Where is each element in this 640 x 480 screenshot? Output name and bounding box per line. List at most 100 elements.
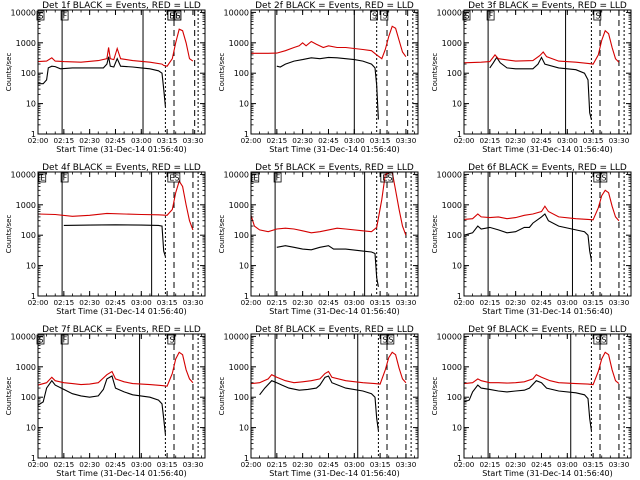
y-tick-label: 1000 [229, 363, 249, 372]
interval-marker: S [372, 12, 377, 21]
y-tick-label: 100 [447, 231, 462, 240]
y-tick-label: 100 [234, 231, 249, 240]
interval-marker-box [462, 10, 471, 21]
series-line-lld [251, 351, 407, 385]
x-axis-label: Start Time (31-Dec-14 01:56:40) [482, 307, 613, 316]
x-tick-label: 02:15 [479, 460, 500, 469]
interval-marker: E [40, 174, 45, 183]
x-tick-label: 02:15 [479, 136, 500, 145]
y-tick-label: 100 [234, 69, 249, 78]
interval-marker-box [593, 172, 602, 183]
series-line-lld [251, 172, 407, 236]
x-tick-label: 02:45 [531, 460, 552, 469]
x-tick-label: 02:15 [53, 298, 74, 307]
y-axis-label: Counts/sec [218, 53, 226, 92]
interval-marker: S [601, 336, 606, 345]
x-axis-label: Start Time (31-Dec-14 01:56:40) [482, 469, 613, 478]
x-tick-label: 03:00 [344, 460, 365, 469]
x-tick-label: 02:15 [479, 298, 500, 307]
x-tick-label: 02:30 [79, 460, 100, 469]
interval-marker: ES [382, 174, 392, 183]
y-tick-label: 100 [21, 393, 36, 402]
x-tick-label: 02:15 [53, 460, 74, 469]
x-tick-label: 02:00 [454, 298, 475, 307]
series-line-events [259, 375, 379, 431]
interval-marker: S [382, 12, 387, 21]
x-tick-label: 02:30 [292, 460, 313, 469]
x-tick-label: 02:00 [28, 136, 49, 145]
interval-marker: S [39, 12, 44, 21]
x-tick-label: 03:15 [583, 136, 604, 145]
y-tick-label: 10 [26, 100, 36, 109]
y-tick-label: 10000 [437, 170, 462, 179]
y-tick-label: 1000 [442, 201, 462, 210]
y-tick-label: 100 [21, 231, 36, 240]
y-tick-label: 1 [457, 292, 462, 301]
x-tick-label: 03:30 [183, 460, 204, 469]
y-tick-label: 100 [447, 69, 462, 78]
x-tick-label: 03:00 [557, 298, 578, 307]
y-tick-label: 1 [31, 454, 36, 463]
interval-marker: S [169, 12, 174, 21]
x-tick-label: 03:00 [557, 136, 578, 145]
interval-marker: F [489, 12, 494, 21]
interval-marker-box [60, 172, 69, 183]
x-tick-label: 02:00 [241, 460, 262, 469]
x-tick-label: 02:45 [318, 136, 339, 145]
x-tick-label: 02:45 [531, 298, 552, 307]
x-tick-label: 02:30 [505, 136, 526, 145]
interval-marker-box [380, 172, 394, 183]
x-tick-label: 02:15 [53, 136, 74, 145]
y-tick-label: 1 [31, 292, 36, 301]
x-tick-label: 03:30 [183, 298, 204, 307]
x-tick-label: 02:00 [241, 136, 262, 145]
y-tick-label: 10000 [11, 332, 36, 341]
interval-marker: S [595, 174, 600, 183]
chart-title: Det 4f BLACK = Events, RED = LLD [42, 163, 201, 173]
x-tick-label: 03:15 [157, 136, 178, 145]
interval-marker-box [380, 10, 389, 21]
plot-frame [463, 333, 632, 459]
interval-marker: S [595, 336, 600, 345]
y-axis-label: Counts/sec [431, 377, 439, 416]
x-tick-label: 02:30 [79, 136, 100, 145]
interval-marker-box [36, 334, 45, 345]
x-tick-label: 02:00 [28, 460, 49, 469]
interval-marker: S [169, 336, 174, 345]
x-tick-label: 03:15 [157, 460, 178, 469]
x-tick-label: 03:15 [583, 298, 604, 307]
y-tick-label: 10000 [224, 332, 249, 341]
x-tick-label: 02:00 [28, 298, 49, 307]
chart-title: Det 9f BLACK = Events, RED = LLD [468, 325, 627, 335]
series-line-events [464, 380, 592, 431]
plot-frame [250, 171, 419, 297]
y-tick-label: 1 [244, 130, 249, 139]
y-tick-label: 1 [457, 454, 462, 463]
y-tick-label: 10 [26, 424, 36, 433]
x-tick-label: 03:30 [609, 460, 630, 469]
x-tick-label: 03:30 [183, 136, 204, 145]
y-tick-label: 100 [21, 69, 36, 78]
y-axis-label: Counts/sec [5, 215, 13, 254]
series-line-events [464, 213, 592, 261]
interval-marker-box [599, 334, 608, 345]
x-axis-label: Start Time (31-Dec-14 01:56:40) [269, 307, 400, 316]
x-tick-label: 03:00 [131, 460, 152, 469]
x-tick-label: 03:30 [609, 136, 630, 145]
x-axis-label: Start Time (31-Dec-14 01:56:40) [269, 469, 400, 478]
interval-marker: S [39, 336, 44, 345]
plot-frame [463, 171, 632, 297]
interval-marker-box [599, 172, 608, 183]
x-tick-label: 02:30 [292, 136, 313, 145]
interval-marker-box [36, 10, 45, 21]
chart-title: Det 7f BLACK = Events, RED = LLD [42, 325, 201, 335]
chart-title: Det 6f BLACK = Events, RED = LLD [468, 163, 627, 173]
x-tick-label: 02:15 [266, 136, 287, 145]
interval-marker-box [593, 10, 602, 21]
series-line-lld [464, 29, 620, 65]
y-tick-label: 10 [452, 424, 462, 433]
x-tick-label: 03:00 [131, 298, 152, 307]
